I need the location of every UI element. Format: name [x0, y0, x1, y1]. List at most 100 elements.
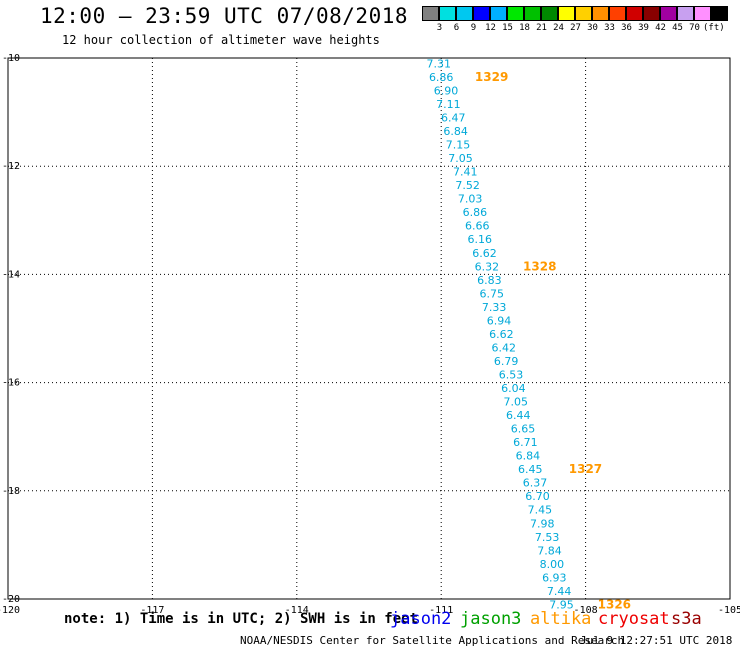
longitude-label: -108: [574, 605, 598, 616]
wave-height-reading: 6.32: [475, 260, 500, 273]
wave-height-reading: 6.90: [434, 84, 459, 97]
satellite-name: s3a: [671, 609, 702, 629]
wave-height-reading: 6.70: [525, 490, 550, 503]
pass-time-label: 1327: [569, 462, 602, 476]
wave-height-reading: 7.31: [427, 57, 452, 70]
wave-height-reading: 7.53: [535, 531, 560, 544]
longitude-label: -117: [140, 605, 164, 616]
wave-height-reading: 6.84: [443, 125, 468, 138]
wave-height-reading: 6.04: [501, 382, 526, 395]
wave-height-reading: 6.84: [516, 450, 541, 463]
pass-time-label: 1329: [475, 70, 508, 84]
wave-height-reading: 6.71: [513, 436, 538, 449]
credit-text: NOAA/NESDIS Center for Satellite Applica…: [240, 634, 625, 647]
wave-height-reading: 6.47: [441, 112, 466, 125]
scale-label: 27: [570, 23, 581, 33]
wave-height-reading: 7.98: [530, 517, 555, 530]
wave-height-reading: 6.65: [511, 423, 536, 436]
wave-height-reading: 6.45: [518, 463, 543, 476]
scale-label: 9: [470, 23, 477, 33]
wave-height-reading: 7.44: [547, 585, 572, 598]
wave-height-reading: 6.16: [467, 233, 492, 246]
wave-height-reading: 6.93: [542, 571, 567, 584]
scale-label: 30: [587, 23, 598, 33]
longitude-label: -114: [285, 605, 309, 616]
scale-label: 15: [502, 23, 513, 33]
scale-label: 3: [436, 23, 443, 33]
wave-height-reading: 7.95: [549, 598, 574, 611]
wave-height-reading: 7.15: [446, 139, 471, 152]
scale-swatch: [660, 6, 677, 21]
map-subtitle: 12 hour collection of altimeter wave hei…: [62, 33, 380, 47]
scale-swatch: [507, 6, 524, 21]
wave-height-reading: 7.41: [453, 166, 478, 179]
latitude-label: -10: [2, 53, 20, 64]
scale-swatch: [439, 6, 456, 21]
wave-height-reading: 6.37: [523, 477, 548, 490]
wave-height-reading: 6.86: [429, 71, 454, 84]
wave-height-reading: 6.83: [477, 274, 502, 287]
satellite-name: jason3: [460, 609, 522, 629]
scale-label: 24: [553, 23, 564, 33]
latitude-label: -20: [2, 594, 20, 605]
wave-height-reading: 6.86: [463, 206, 488, 219]
wave-height-reading: 6.75: [479, 287, 504, 300]
scale-swatch: [575, 6, 592, 21]
longitude-label: -120: [0, 605, 20, 616]
generation-timestamp: Jul 9 12:27:51 UTC 2018: [580, 634, 733, 647]
wave-height-reading: 6.62: [489, 328, 514, 341]
scale-label: 45: [672, 23, 683, 33]
wave-height-reading: 6.62: [472, 247, 497, 260]
satellite-name: cryosat: [598, 609, 670, 629]
wave-height-reading: 7.05: [504, 396, 529, 409]
scale-swatch: [541, 6, 558, 21]
wave-height-reading: 6.53: [499, 368, 524, 381]
scale-label: 6: [453, 23, 460, 33]
latitude-label: -18: [2, 486, 20, 497]
scale-swatch: [422, 6, 439, 21]
scale-swatch: [677, 6, 694, 21]
longitude-label: -105: [718, 605, 740, 616]
wave-height-reading: 7.03: [458, 193, 483, 206]
latitude-label: -14: [2, 269, 20, 280]
scale-label: 70: [689, 23, 700, 33]
wave-height-reading: 7.33: [482, 301, 507, 314]
scale-swatch: [626, 6, 643, 21]
scale-swatch: [558, 6, 575, 21]
wave-height-reading: 6.94: [487, 314, 512, 327]
scale-label: 42: [655, 23, 666, 33]
longitude-label: -111: [429, 605, 453, 616]
scale-swatch: [694, 6, 711, 21]
map-frame: [7, 57, 731, 600]
note-text: note: 1) Time is in UTC; 2) SWH is in fe…: [64, 611, 419, 627]
scale-swatch: [643, 6, 660, 21]
wave-height-reading: 7.11: [436, 98, 461, 111]
wave-height-reading: 7.45: [528, 504, 553, 517]
scale-label: 33: [604, 23, 615, 33]
scale-swatch: [609, 6, 626, 21]
satellite-name: altika: [530, 609, 592, 629]
pass-time-label: 1328: [523, 259, 556, 273]
satellite-name: jason2: [390, 609, 452, 629]
scale-label: 18: [519, 23, 530, 33]
scale-swatch: [490, 6, 507, 21]
scale-swatch: [524, 6, 541, 21]
scale-label: 36: [621, 23, 632, 33]
latitude-label: -12: [2, 161, 20, 172]
wave-height-reading: 7.84: [537, 544, 562, 557]
pass-time-label: 1326: [598, 597, 631, 611]
scale-label: (ft): [703, 23, 725, 33]
latitude-label: -16: [2, 378, 20, 389]
wave-height-reading: 7.52: [455, 179, 480, 192]
scale-label: 12: [485, 23, 496, 33]
wave-height-reading: 6.79: [494, 355, 519, 368]
wave-height-reading: 6.66: [465, 220, 490, 233]
scale-swatch: [473, 6, 490, 21]
scale-swatch: [711, 6, 728, 21]
wave-height-reading: 6.44: [506, 409, 531, 422]
scale-label: 21: [536, 23, 547, 33]
scale-swatch: [592, 6, 609, 21]
map-title: 12:00 – 23:59 UTC 07/08/2018: [40, 4, 409, 28]
wave-height-reading: 8.00: [540, 558, 565, 571]
